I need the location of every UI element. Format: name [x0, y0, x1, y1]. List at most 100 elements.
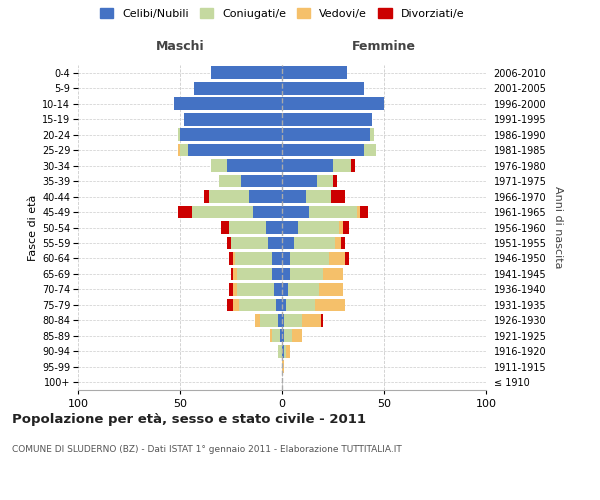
- Bar: [219, 174, 241, 188]
- Bar: [241, 174, 282, 188]
- Bar: [174, 98, 282, 110]
- Bar: [329, 252, 345, 265]
- Bar: [227, 159, 282, 172]
- Bar: [278, 345, 282, 358]
- Bar: [272, 330, 280, 342]
- Bar: [335, 236, 341, 250]
- Bar: [278, 314, 282, 326]
- Bar: [282, 190, 307, 203]
- Bar: [294, 236, 335, 250]
- Bar: [314, 298, 345, 311]
- Bar: [341, 236, 345, 250]
- Y-axis label: Anni di nascita: Anni di nascita: [553, 186, 563, 269]
- Bar: [239, 298, 276, 311]
- Bar: [319, 283, 343, 296]
- Bar: [180, 128, 282, 141]
- Bar: [307, 190, 331, 203]
- Bar: [282, 283, 288, 296]
- Bar: [321, 314, 323, 326]
- Bar: [282, 98, 384, 110]
- Bar: [209, 190, 250, 203]
- Bar: [282, 221, 298, 234]
- Text: COMUNE DI SLUDERNO (BZ) - Dati ISTAT 1° gennaio 2011 - Elaborazione TUTTITALIA.I: COMUNE DI SLUDERNO (BZ) - Dati ISTAT 1° …: [12, 445, 402, 454]
- Bar: [345, 252, 349, 265]
- Bar: [221, 221, 229, 234]
- Bar: [288, 283, 319, 296]
- Bar: [286, 345, 290, 358]
- Y-axis label: Fasce di età: Fasce di età: [28, 194, 38, 260]
- Bar: [237, 283, 274, 296]
- Bar: [272, 252, 282, 265]
- Bar: [370, 128, 374, 141]
- Text: Maschi: Maschi: [155, 40, 205, 52]
- Bar: [282, 330, 284, 342]
- Bar: [256, 314, 260, 326]
- Bar: [282, 298, 286, 311]
- Bar: [282, 159, 333, 172]
- Bar: [323, 268, 343, 280]
- Bar: [339, 221, 343, 234]
- Bar: [282, 144, 364, 156]
- Bar: [302, 314, 321, 326]
- Bar: [282, 314, 284, 326]
- Bar: [211, 66, 282, 79]
- Bar: [282, 268, 290, 280]
- Bar: [233, 268, 237, 280]
- Bar: [343, 221, 349, 234]
- Text: Popolazione per età, sesso e stato civile - 2011: Popolazione per età, sesso e stato civil…: [12, 412, 366, 426]
- Bar: [227, 298, 233, 311]
- Bar: [268, 236, 282, 250]
- Bar: [284, 314, 302, 326]
- Bar: [331, 190, 345, 203]
- Bar: [276, 298, 282, 311]
- Bar: [180, 144, 188, 156]
- Bar: [333, 159, 352, 172]
- Bar: [274, 283, 282, 296]
- Bar: [333, 174, 337, 188]
- Bar: [253, 206, 282, 218]
- Bar: [364, 144, 376, 156]
- Bar: [272, 268, 282, 280]
- Bar: [290, 252, 329, 265]
- Bar: [231, 236, 268, 250]
- Bar: [229, 252, 233, 265]
- Bar: [211, 159, 227, 172]
- Bar: [290, 268, 323, 280]
- Bar: [184, 113, 282, 126]
- Bar: [282, 252, 290, 265]
- Bar: [282, 66, 347, 79]
- Bar: [192, 206, 253, 218]
- Bar: [270, 330, 272, 342]
- Text: Femmine: Femmine: [352, 40, 416, 52]
- Bar: [292, 330, 302, 342]
- Bar: [280, 330, 282, 342]
- Bar: [235, 252, 272, 265]
- Bar: [282, 174, 317, 188]
- Bar: [231, 268, 233, 280]
- Bar: [233, 252, 235, 265]
- Bar: [308, 206, 358, 218]
- Bar: [233, 298, 239, 311]
- Bar: [282, 206, 308, 218]
- Bar: [358, 206, 359, 218]
- Bar: [282, 82, 364, 94]
- Bar: [188, 144, 282, 156]
- Bar: [229, 283, 233, 296]
- Bar: [317, 174, 333, 188]
- Bar: [286, 298, 314, 311]
- Bar: [229, 221, 266, 234]
- Bar: [282, 360, 284, 373]
- Bar: [260, 314, 278, 326]
- Bar: [233, 283, 237, 296]
- Bar: [284, 345, 286, 358]
- Bar: [178, 128, 180, 141]
- Bar: [282, 236, 294, 250]
- Bar: [205, 190, 209, 203]
- Bar: [266, 221, 282, 234]
- Legend: Celibi/Nubili, Coniugati/e, Vedovi/e, Divorziati/e: Celibi/Nubili, Coniugati/e, Vedovi/e, Di…: [100, 8, 464, 19]
- Bar: [359, 206, 368, 218]
- Bar: [194, 82, 282, 94]
- Bar: [178, 206, 192, 218]
- Bar: [250, 190, 282, 203]
- Bar: [298, 221, 339, 234]
